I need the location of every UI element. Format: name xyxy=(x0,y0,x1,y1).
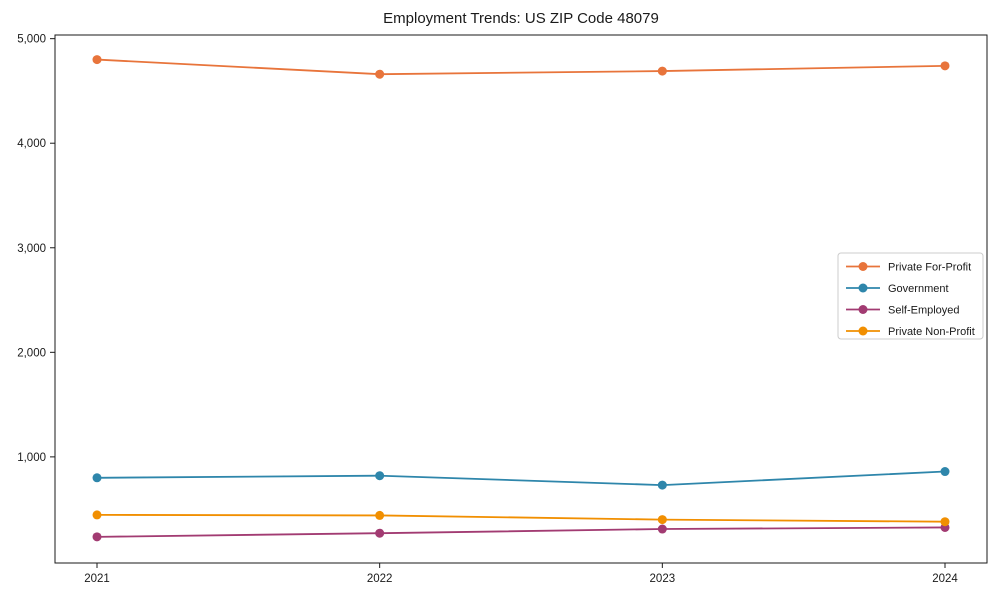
data-point-private-for-profit-2024 xyxy=(940,61,950,71)
legend-marker-icon-government xyxy=(858,283,868,293)
data-point-private-non-profit-2022 xyxy=(375,510,385,520)
y-tick-label: 4,000 xyxy=(17,138,46,150)
series-line-self-employed xyxy=(96,526,946,538)
legend-marker-icon-private-for-profit xyxy=(858,262,868,271)
y-tick-label: 5,000 xyxy=(17,34,46,46)
data-point-self-employed-2021 xyxy=(92,532,102,542)
series-line-private-for-profit xyxy=(96,58,946,76)
data-point-private-non-profit-2024 xyxy=(940,517,950,527)
data-point-private-for-profit-2023 xyxy=(657,66,667,76)
legend-marker-icon-private-non-profit xyxy=(858,326,868,336)
legend-label-private-for-profit: Private For-Profit xyxy=(888,262,971,274)
legend-label-government: Government xyxy=(888,283,949,295)
data-point-private-non-profit-2023 xyxy=(657,515,667,525)
legend-box xyxy=(837,252,984,340)
plot-area-border xyxy=(54,34,988,564)
series-line-government xyxy=(96,470,946,487)
y-tick-label: 1,000 xyxy=(17,452,46,464)
data-point-government-2021 xyxy=(92,473,102,483)
data-point-private-for-profit-2022 xyxy=(375,69,385,79)
chart-title: Employment Trends: US ZIP Code 48079 xyxy=(383,10,659,27)
data-point-self-employed-2023 xyxy=(657,524,667,534)
data-point-government-2024 xyxy=(940,467,950,477)
x-tick-label: 2024 xyxy=(932,573,958,585)
data-point-self-employed-2022 xyxy=(375,528,385,538)
data-point-government-2022 xyxy=(375,471,385,481)
legend-label-private-non-profit: Private Non-Profit xyxy=(888,326,975,338)
x-tick-label: 2023 xyxy=(650,573,676,585)
data-point-private-for-profit-2021 xyxy=(92,55,102,65)
x-tick-label: 2021 xyxy=(84,573,110,585)
y-tick-label: 2,000 xyxy=(17,347,46,359)
data-point-private-non-profit-2021 xyxy=(92,510,102,520)
x-tick-label: 2022 xyxy=(367,573,393,585)
legend-marker-icon-self-employed xyxy=(858,305,868,314)
legend-label-self-employed: Self-Employed xyxy=(888,305,960,317)
data-point-government-2023 xyxy=(657,480,667,490)
series-line-private-non-profit xyxy=(96,514,946,523)
y-tick-label: 3,000 xyxy=(17,243,46,255)
